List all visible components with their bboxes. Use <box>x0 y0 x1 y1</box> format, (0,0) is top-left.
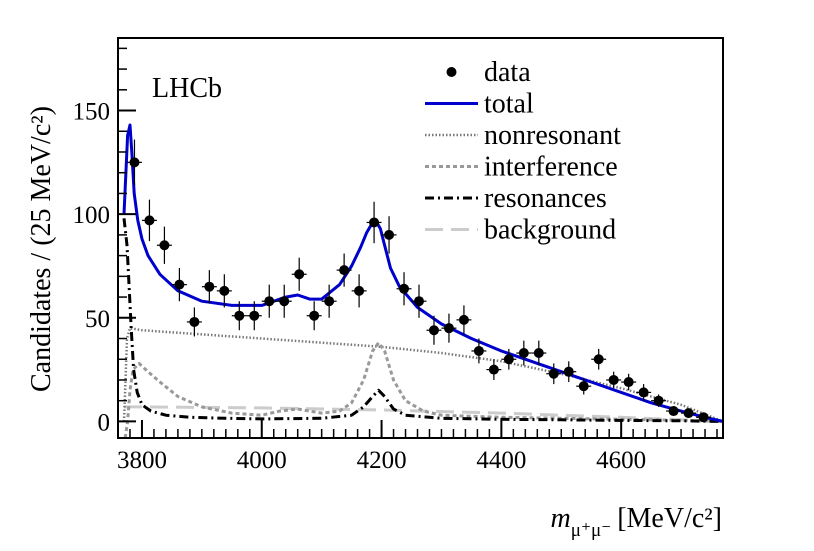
data-point <box>591 348 607 370</box>
data-point <box>126 139 142 186</box>
data-point <box>621 373 637 391</box>
data-point <box>501 348 517 370</box>
series-interference <box>123 341 723 438</box>
data-point <box>141 199 157 242</box>
data-point <box>486 359 502 380</box>
series-resonances <box>122 218 723 423</box>
data-point <box>576 377 592 395</box>
legend: datatotalnonresonantinterferenceresonanc… <box>425 57 621 246</box>
legend-label-nonresonant: nonresonant <box>484 120 621 151</box>
data-point <box>231 301 247 331</box>
data-point <box>396 272 412 306</box>
data-point <box>456 305 472 335</box>
plot-frame <box>117 37 724 439</box>
data-point <box>201 270 217 304</box>
data-point <box>381 216 397 254</box>
data-point <box>291 257 307 291</box>
legend-label-background: background <box>484 215 616 246</box>
legend-item-data: data <box>446 57 531 88</box>
legend-label-total: total <box>484 89 534 120</box>
data-point <box>561 361 577 383</box>
series-total <box>122 123 723 423</box>
legend-label-resonances: resonances <box>484 183 607 214</box>
data-point <box>186 307 202 337</box>
x-tick-label: 4200 <box>357 447 407 474</box>
data-point <box>411 284 427 318</box>
y-axis-label: Candidates / (25 MeV/c²) <box>26 106 57 392</box>
x-tick-label: 4400 <box>476 447 526 474</box>
data-point <box>651 394 667 407</box>
data-point <box>306 301 322 331</box>
data-point <box>261 284 277 318</box>
x-axis-label: mμ⁺μ⁻ [MeV/c²] <box>551 503 722 541</box>
experiment-label: LHCb <box>152 73 222 104</box>
data-point <box>696 412 712 423</box>
data-point <box>516 340 532 366</box>
legend-label-interference: interference <box>484 152 618 183</box>
data-point <box>216 274 232 308</box>
x-tick-label: 4000 <box>237 447 287 474</box>
data-point <box>471 338 487 364</box>
data-point <box>546 363 562 385</box>
data-point <box>666 406 682 417</box>
series-nonresonant <box>122 326 723 423</box>
data-point <box>336 253 352 287</box>
data-point <box>681 408 697 419</box>
legend-item-interference: interference <box>425 152 618 183</box>
legend-marker-data <box>446 67 457 77</box>
data-point <box>351 274 367 308</box>
data-point <box>246 301 262 331</box>
legend-item-resonances: resonances <box>425 183 607 214</box>
y-tick-label: 100 <box>73 202 111 229</box>
legend-item-background: background <box>425 215 616 246</box>
legend-item-total: total <box>425 89 534 120</box>
data-point <box>156 226 172 264</box>
data-point <box>441 313 457 343</box>
data-point <box>426 315 442 345</box>
data-point <box>531 340 547 366</box>
legend-item-nonresonant: nonresonant <box>425 120 621 151</box>
data-point <box>276 284 292 318</box>
data-point <box>366 201 382 244</box>
data-point <box>321 284 337 318</box>
data-point <box>171 268 187 302</box>
data-point <box>636 384 652 401</box>
series-background <box>124 405 723 423</box>
x-tick-label: 3800 <box>117 447 167 474</box>
y-tick-label: 0 <box>98 409 111 436</box>
x-tick-label: 4600 <box>596 447 646 474</box>
y-tick-label: 150 <box>73 99 111 126</box>
legend-label-data: data <box>484 57 531 88</box>
data-point <box>606 371 622 389</box>
y-tick-label: 50 <box>85 306 110 333</box>
